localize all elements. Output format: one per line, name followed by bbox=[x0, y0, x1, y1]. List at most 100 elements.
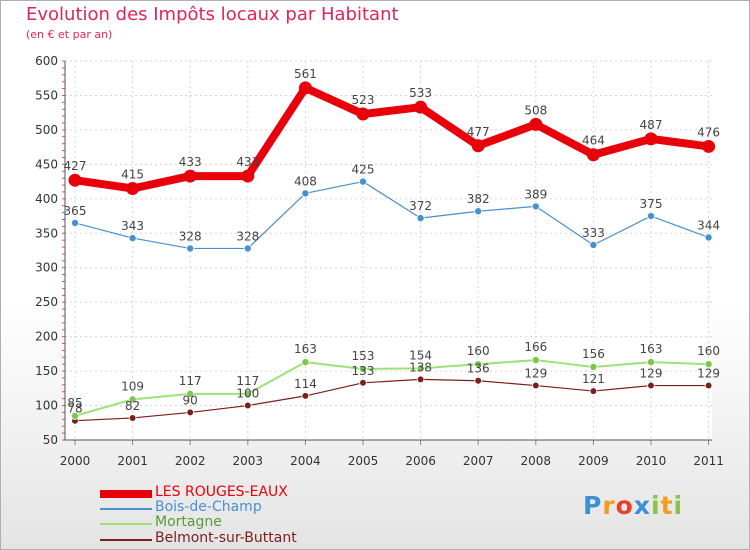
data-point bbox=[586, 148, 600, 162]
data-label: 109 bbox=[121, 379, 144, 393]
legend-swatch bbox=[100, 523, 152, 525]
data-label: 163 bbox=[294, 342, 317, 356]
data-point bbox=[471, 139, 485, 153]
data-point bbox=[644, 132, 658, 146]
x-tick-label: 2004 bbox=[290, 454, 321, 468]
data-label: 508 bbox=[524, 103, 547, 117]
data-label: 163 bbox=[640, 342, 663, 356]
data-label: 82 bbox=[125, 399, 140, 413]
data-label: 425 bbox=[352, 163, 375, 177]
data-label: 100 bbox=[236, 387, 259, 401]
legend-swatch bbox=[100, 490, 152, 498]
y-tick-label: 400 bbox=[35, 192, 58, 206]
data-point bbox=[416, 214, 425, 223]
series-lines bbox=[68, 81, 716, 425]
data-label: 382 bbox=[467, 192, 490, 206]
legend-label: Mortagne bbox=[155, 514, 222, 530]
data-point bbox=[244, 401, 252, 410]
data-label: 85 bbox=[67, 396, 82, 410]
data-label: 343 bbox=[121, 219, 144, 233]
legend-label: Bois-de-Champ bbox=[155, 499, 262, 515]
y-tick-label: 600 bbox=[35, 54, 58, 68]
x-tick-label: 2003 bbox=[233, 454, 264, 468]
y-tick-label: 500 bbox=[35, 123, 58, 137]
series-les-rouges-eaux bbox=[68, 81, 716, 195]
data-point bbox=[704, 381, 713, 390]
logo-letter: i bbox=[673, 491, 684, 520]
data-point bbox=[126, 181, 140, 195]
data-label: 333 bbox=[582, 226, 605, 240]
data-label: 90 bbox=[183, 393, 198, 407]
x-tick-label: 2011 bbox=[693, 454, 724, 468]
data-point bbox=[416, 364, 425, 373]
data-label: 561 bbox=[294, 67, 317, 81]
data-point bbox=[128, 414, 137, 422]
data-label: 117 bbox=[236, 374, 259, 388]
data-label: 78 bbox=[67, 402, 82, 416]
logo-letter: x bbox=[633, 491, 651, 520]
plot-area bbox=[65, 61, 712, 440]
data-point bbox=[358, 365, 367, 374]
data-label: 523 bbox=[352, 93, 375, 107]
y-tick-label: 250 bbox=[35, 295, 58, 309]
data-label: 328 bbox=[236, 229, 259, 243]
series-line bbox=[71, 83, 713, 193]
x-tick-label: 2006 bbox=[405, 454, 436, 468]
data-point bbox=[243, 244, 252, 253]
y-tick-label: 350 bbox=[35, 226, 58, 240]
legend-swatch bbox=[100, 539, 152, 541]
data-label: 160 bbox=[697, 344, 720, 358]
data-label: 476 bbox=[697, 125, 720, 139]
data-label: 121 bbox=[582, 372, 605, 386]
legend-label: LES ROUGES-EAUX bbox=[155, 484, 288, 500]
data-point bbox=[186, 408, 195, 417]
data-label: 133 bbox=[352, 364, 375, 378]
logo-letter: P bbox=[583, 491, 603, 520]
data-point bbox=[243, 389, 252, 398]
data-point bbox=[71, 218, 80, 227]
data-label: 328 bbox=[179, 229, 202, 243]
data-point bbox=[359, 379, 367, 387]
data-point bbox=[358, 177, 367, 186]
data-point bbox=[241, 169, 255, 183]
data-label: 136 bbox=[467, 362, 490, 376]
y-tick-label: 200 bbox=[35, 330, 58, 344]
data-point bbox=[414, 100, 428, 114]
data-label: 114 bbox=[294, 377, 317, 391]
data-point bbox=[647, 212, 656, 221]
data-label: 117 bbox=[179, 374, 202, 388]
data-point bbox=[531, 356, 540, 365]
data-label: 533 bbox=[409, 86, 432, 100]
series-line bbox=[74, 359, 710, 417]
y-tick-label: 100 bbox=[35, 399, 58, 413]
data-point bbox=[647, 381, 655, 390]
data-label: 166 bbox=[524, 340, 547, 354]
data-label: 153 bbox=[352, 349, 375, 363]
data-point bbox=[128, 395, 137, 404]
data-label: 129 bbox=[640, 367, 663, 381]
data-label: 408 bbox=[294, 174, 317, 188]
x-tick-label: 2005 bbox=[348, 454, 379, 468]
data-label: 156 bbox=[582, 347, 605, 361]
x-tick-label: 2008 bbox=[521, 454, 552, 468]
data-label: 433 bbox=[179, 155, 202, 169]
logo-letter: t bbox=[660, 491, 674, 520]
data-label: 389 bbox=[524, 187, 547, 201]
legend-swatch bbox=[100, 508, 152, 510]
series-line bbox=[74, 180, 710, 250]
x-tick-label: 2010 bbox=[636, 454, 667, 468]
data-label: 433 bbox=[236, 155, 259, 169]
data-point bbox=[531, 202, 540, 211]
data-point bbox=[589, 387, 598, 395]
x-tick-label: 2009 bbox=[578, 454, 609, 468]
data-point bbox=[704, 360, 713, 369]
grid bbox=[65, 60, 712, 441]
data-point bbox=[68, 173, 82, 187]
y-tick-label: 300 bbox=[35, 261, 58, 275]
series-bois-de-champ bbox=[71, 177, 713, 253]
data-point bbox=[474, 207, 483, 216]
data-point bbox=[301, 358, 310, 367]
data-label: 415 bbox=[121, 167, 144, 181]
proxiti-logo: Proxiti bbox=[583, 491, 683, 520]
data-label: 154 bbox=[409, 348, 432, 362]
